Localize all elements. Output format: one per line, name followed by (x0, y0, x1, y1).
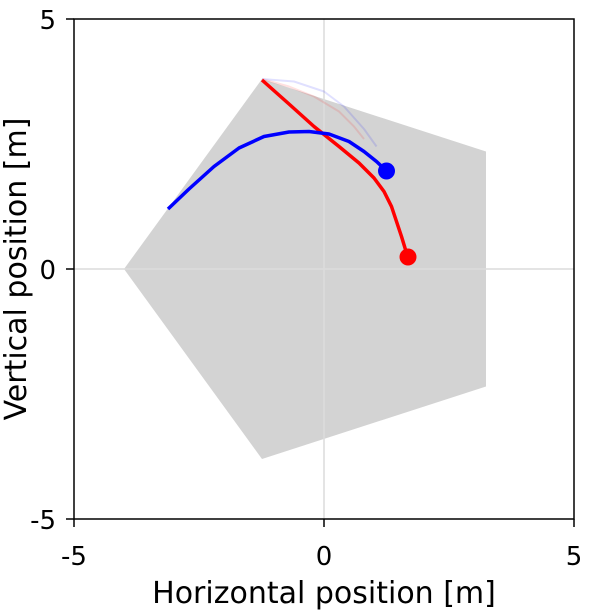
red-end-marker (399, 248, 417, 266)
faded-blue-trajectory-line (261, 78, 378, 148)
y-tick-label-min: -5 (30, 506, 56, 536)
y-tick-label-zero: 0 (39, 256, 56, 286)
y-axis-title: Vertical position [m] (0, 118, 34, 421)
red-trajectory-line (260, 78, 410, 258)
x-tick-label-min: -5 (61, 542, 87, 572)
y-tick-label-max: 5 (39, 6, 56, 36)
blue-trajectory-line (166, 129, 388, 211)
blue-end-marker (378, 162, 395, 180)
x-tick-label-zero: 0 (316, 542, 333, 572)
x-axis-title: Horizontal position [m] (152, 576, 496, 610)
plot-area (66, 18, 575, 527)
x-tick-label-max: 5 (566, 542, 583, 572)
faded-red-trajectory-line (261, 78, 365, 140)
